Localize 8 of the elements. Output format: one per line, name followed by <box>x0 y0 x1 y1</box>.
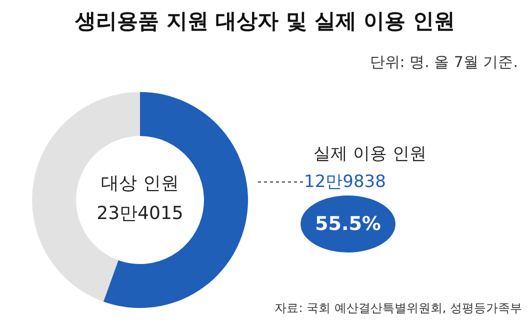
text: 23만4015 <box>96 203 184 224</box>
chart-title: 생리용품 지원 대상자 및 실제 이용 인원 <box>74 9 455 33</box>
slice-label: 실제 이용 인원 <box>314 144 426 164</box>
data-label: 55.5% <box>315 213 381 235</box>
text: 자료: 국회 예산결산특별위원회, 성평등가족부 <box>274 301 522 315</box>
chart-subtitle: 단위: 명. 올 7월 기준. <box>370 53 518 71</box>
text: 대상 인원 <box>101 173 179 194</box>
text: 12만9838 <box>304 172 386 192</box>
